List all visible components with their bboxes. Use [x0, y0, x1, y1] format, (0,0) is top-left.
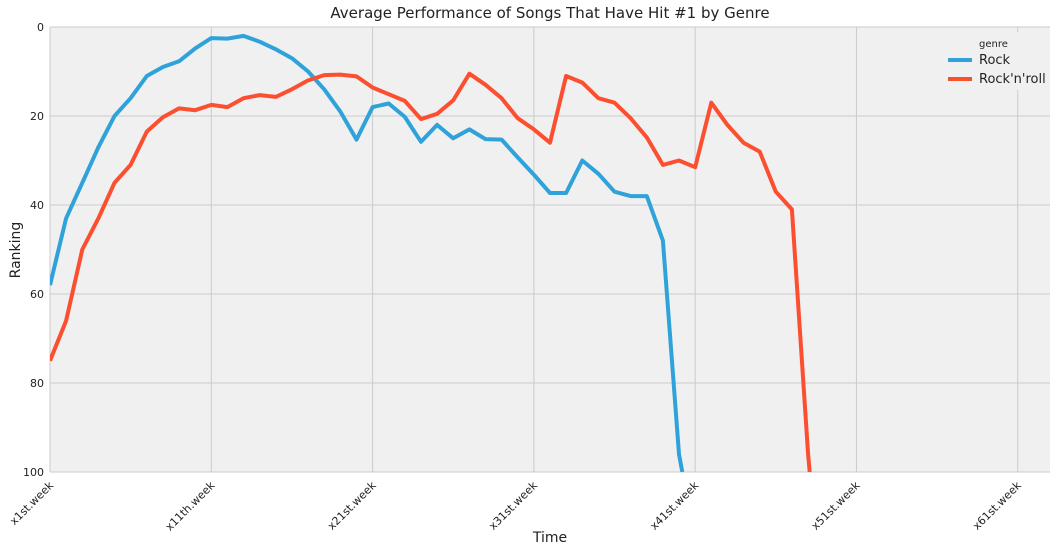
y-tick-label: 20	[30, 110, 44, 123]
plot-background	[50, 27, 1050, 472]
x-tick-label: x21st.week	[325, 478, 379, 532]
y-tick-label: 40	[30, 199, 44, 212]
legend: genre Rock Rock'n'roll	[940, 32, 1046, 90]
y-axis-label: Ranking	[8, 222, 24, 279]
y-tick-label: 100	[23, 466, 44, 479]
x-axis-label: Time	[532, 530, 567, 546]
x-tick-label: x41st.week	[648, 478, 702, 532]
grid-lines	[49, 26, 1050, 473]
y-tick-label: 60	[30, 288, 44, 301]
series-layer	[50, 33, 812, 472]
legend-title: genre	[979, 39, 1008, 50]
series-line-rock	[50, 33, 685, 472]
y-tick-label: 80	[30, 377, 44, 390]
x-tick-label: x61st.week	[970, 478, 1024, 532]
legend-entry: Rock'n'roll	[979, 72, 1046, 87]
y-tick-label: 0	[37, 21, 44, 34]
x-tick-label: x11th.week	[163, 478, 218, 533]
x-tick-label: x1st.week	[7, 478, 56, 527]
series-line-rocknroll	[50, 71, 812, 472]
chart-title: Average Performance of Songs That Have H…	[330, 4, 769, 22]
legend-entry: Rock	[979, 53, 1011, 68]
x-tick-labels: x1st.week x11th.week x21st.week x31st.week x…	[7, 478, 1024, 533]
x-tick-label: x51st.week	[809, 478, 863, 532]
x-tick-label: x31st.week	[486, 478, 540, 532]
y-tick-labels: 0 20 40 60 80 100	[23, 21, 44, 479]
